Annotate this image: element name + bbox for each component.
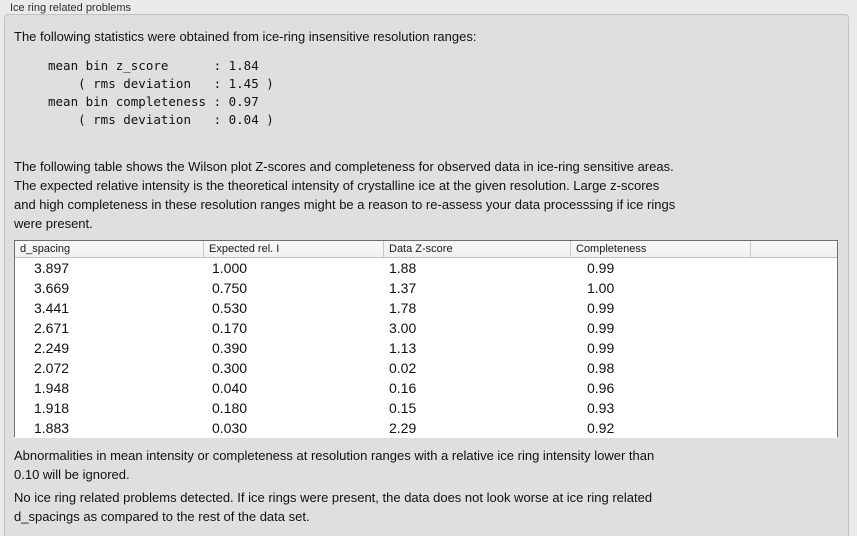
table-row[interactable]: 1.948 0.040 0.16 0.96 xyxy=(15,378,837,398)
conclusion-note: No ice ring related problems detected. I… xyxy=(14,488,652,526)
table-cell: 2.249 xyxy=(34,340,70,356)
table-row[interactable]: 2.671 0.170 3.00 0.99 xyxy=(15,318,837,338)
table-cell xyxy=(751,338,837,358)
table-cell: 3.897 xyxy=(34,260,70,276)
table-cell: 3.00 xyxy=(389,320,417,336)
table-row[interactable]: 2.249 0.390 1.13 0.99 xyxy=(15,338,837,358)
stats-line: ( rms deviation : 0.04 ) xyxy=(48,112,274,127)
table-cell: 0.040 xyxy=(212,380,248,396)
table-cell: 1.13 xyxy=(389,340,417,356)
stats-block: mean bin z_score : 1.84 ( rms deviation … xyxy=(48,57,274,129)
table-cell: 0.180 xyxy=(212,400,248,416)
table-cell: 0.390 xyxy=(212,340,248,356)
description-line: The expected relative intensity is the t… xyxy=(14,178,660,193)
table-row[interactable]: 3.669 0.750 1.37 1.00 xyxy=(15,278,837,298)
table-cell: 0.99 xyxy=(587,260,615,276)
table-body: 3.897 1.000 1.88 0.99 3.669 0.750 1.37 1… xyxy=(15,258,837,438)
column-header-data-z-score[interactable]: Data Z-score xyxy=(384,241,571,257)
description-line: were present. xyxy=(14,216,93,231)
note-line: 0.10 will be ignored. xyxy=(14,467,130,482)
intro-text: The following statistics were obtained f… xyxy=(14,29,477,44)
table-row[interactable]: 3.897 1.000 1.88 0.99 xyxy=(15,258,837,278)
table-row[interactable]: 3.441 0.530 1.78 0.99 xyxy=(15,298,837,318)
stats-line: mean bin completeness : 0.97 xyxy=(48,94,259,109)
table-cell: 1.948 xyxy=(34,380,70,396)
table-cell: 2.072 xyxy=(34,360,70,376)
table-cell: 0.92 xyxy=(587,420,615,436)
column-header-empty[interactable] xyxy=(751,241,837,257)
note-line: d_spacings as compared to the rest of th… xyxy=(14,509,310,524)
table-cell: 1.000 xyxy=(212,260,248,276)
table-cell: 0.96 xyxy=(587,380,615,396)
table-cell xyxy=(751,298,837,318)
table-cell xyxy=(751,398,837,418)
table-cell xyxy=(751,278,837,298)
description-line: The following table shows the Wilson plo… xyxy=(14,159,674,174)
table-cell: 1.37 xyxy=(389,280,417,296)
ice-ring-table: d_spacing Expected rel. I Data Z-score C… xyxy=(14,240,838,438)
table-cell: 0.99 xyxy=(587,300,615,316)
table-cell: 1.883 xyxy=(34,420,70,436)
note-line: No ice ring related problems detected. I… xyxy=(14,490,653,505)
table-row[interactable]: 1.883 0.030 2.29 0.92 xyxy=(15,418,837,438)
stats-line: mean bin z_score : 1.84 xyxy=(48,58,259,73)
table-cell: 2.671 xyxy=(34,320,70,336)
table-cell: 0.15 xyxy=(389,400,417,416)
table-cell: 0.02 xyxy=(389,360,417,376)
table-cell xyxy=(751,258,837,278)
table-cell: 0.16 xyxy=(389,380,417,396)
table-cell: 0.98 xyxy=(587,360,615,376)
table-cell: 3.441 xyxy=(34,300,70,316)
stats-line: ( rms deviation : 1.45 ) xyxy=(48,76,274,91)
table-cell xyxy=(751,418,837,438)
table-cell: 0.750 xyxy=(212,280,248,296)
table-header-row: d_spacing Expected rel. I Data Z-score C… xyxy=(15,241,837,258)
table-cell xyxy=(751,378,837,398)
table-cell: 0.530 xyxy=(212,300,248,316)
table-cell: 1.88 xyxy=(389,260,417,276)
table-cell: 3.669 xyxy=(34,280,70,296)
table-cell: 1.78 xyxy=(389,300,417,316)
table-row[interactable]: 1.918 0.180 0.15 0.93 xyxy=(15,398,837,418)
table-cell: 0.300 xyxy=(212,360,248,376)
table-cell xyxy=(751,358,837,378)
table-cell: 0.99 xyxy=(587,320,615,336)
column-header-completeness[interactable]: Completeness xyxy=(571,241,751,257)
description-text: The following table shows the Wilson plo… xyxy=(14,157,675,233)
note-line: Abnormalities in mean intensity or compl… xyxy=(14,448,655,463)
table-cell xyxy=(751,318,837,338)
table-cell: 1.918 xyxy=(34,400,70,416)
description-line: and high completeness in these resolutio… xyxy=(14,197,676,212)
table-cell: 2.29 xyxy=(389,420,417,436)
table-cell: 0.030 xyxy=(212,420,248,436)
column-header-d-spacing[interactable]: d_spacing xyxy=(15,241,204,257)
table-cell: 0.93 xyxy=(587,400,615,416)
group-box-title: Ice ring related problems xyxy=(10,2,132,14)
table-cell: 0.99 xyxy=(587,340,615,356)
abnormalities-note: Abnormalities in mean intensity or compl… xyxy=(14,446,654,484)
table-cell: 0.170 xyxy=(212,320,248,336)
table-cell: 1.00 xyxy=(587,280,615,296)
table-row[interactable]: 2.072 0.300 0.02 0.98 xyxy=(15,358,837,378)
column-header-expected-rel-i[interactable]: Expected rel. I xyxy=(204,241,384,257)
